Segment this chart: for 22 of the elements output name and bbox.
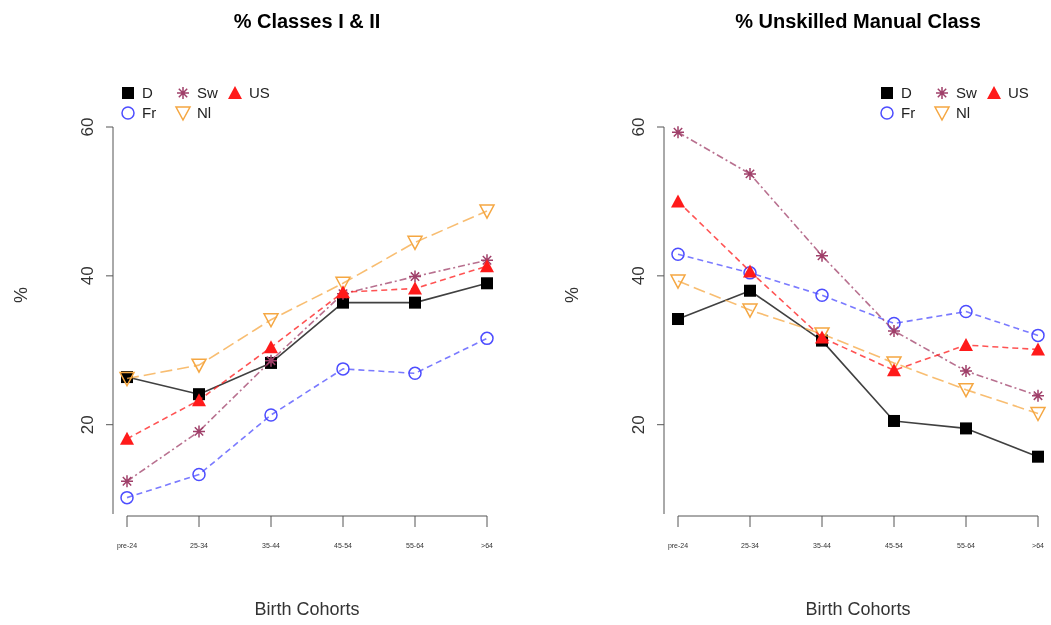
legend-label: D <box>142 84 153 101</box>
legend-label: Fr <box>901 104 916 121</box>
legend-label: Sw <box>956 84 977 101</box>
x-axis-title: Birth Cohorts <box>805 599 911 619</box>
legend-label: Nl <box>197 104 212 121</box>
chart-title: % Unskilled Manual Class <box>735 10 981 32</box>
y-tick-label: 20 <box>629 415 648 435</box>
y-tick-label: 20 <box>78 415 97 435</box>
legend-label: US <box>249 84 270 101</box>
legend-label: Nl <box>956 104 971 121</box>
x-axis-title: Birth Cohorts <box>254 599 360 619</box>
y-tick-label: 40 <box>78 266 97 286</box>
y-axis-title: % <box>562 286 582 304</box>
y-tick-label: 40 <box>629 266 648 286</box>
legend-label: Fr <box>142 104 157 121</box>
y-axis-title: % <box>11 286 31 304</box>
y-tick-label: 60 <box>629 117 648 137</box>
chart-title: % Classes I & II <box>233 10 381 32</box>
y-tick-label: 60 <box>78 117 97 137</box>
legend-label: US <box>1008 84 1029 101</box>
legend-label: D <box>901 84 912 101</box>
legend-label: Sw <box>197 84 218 101</box>
